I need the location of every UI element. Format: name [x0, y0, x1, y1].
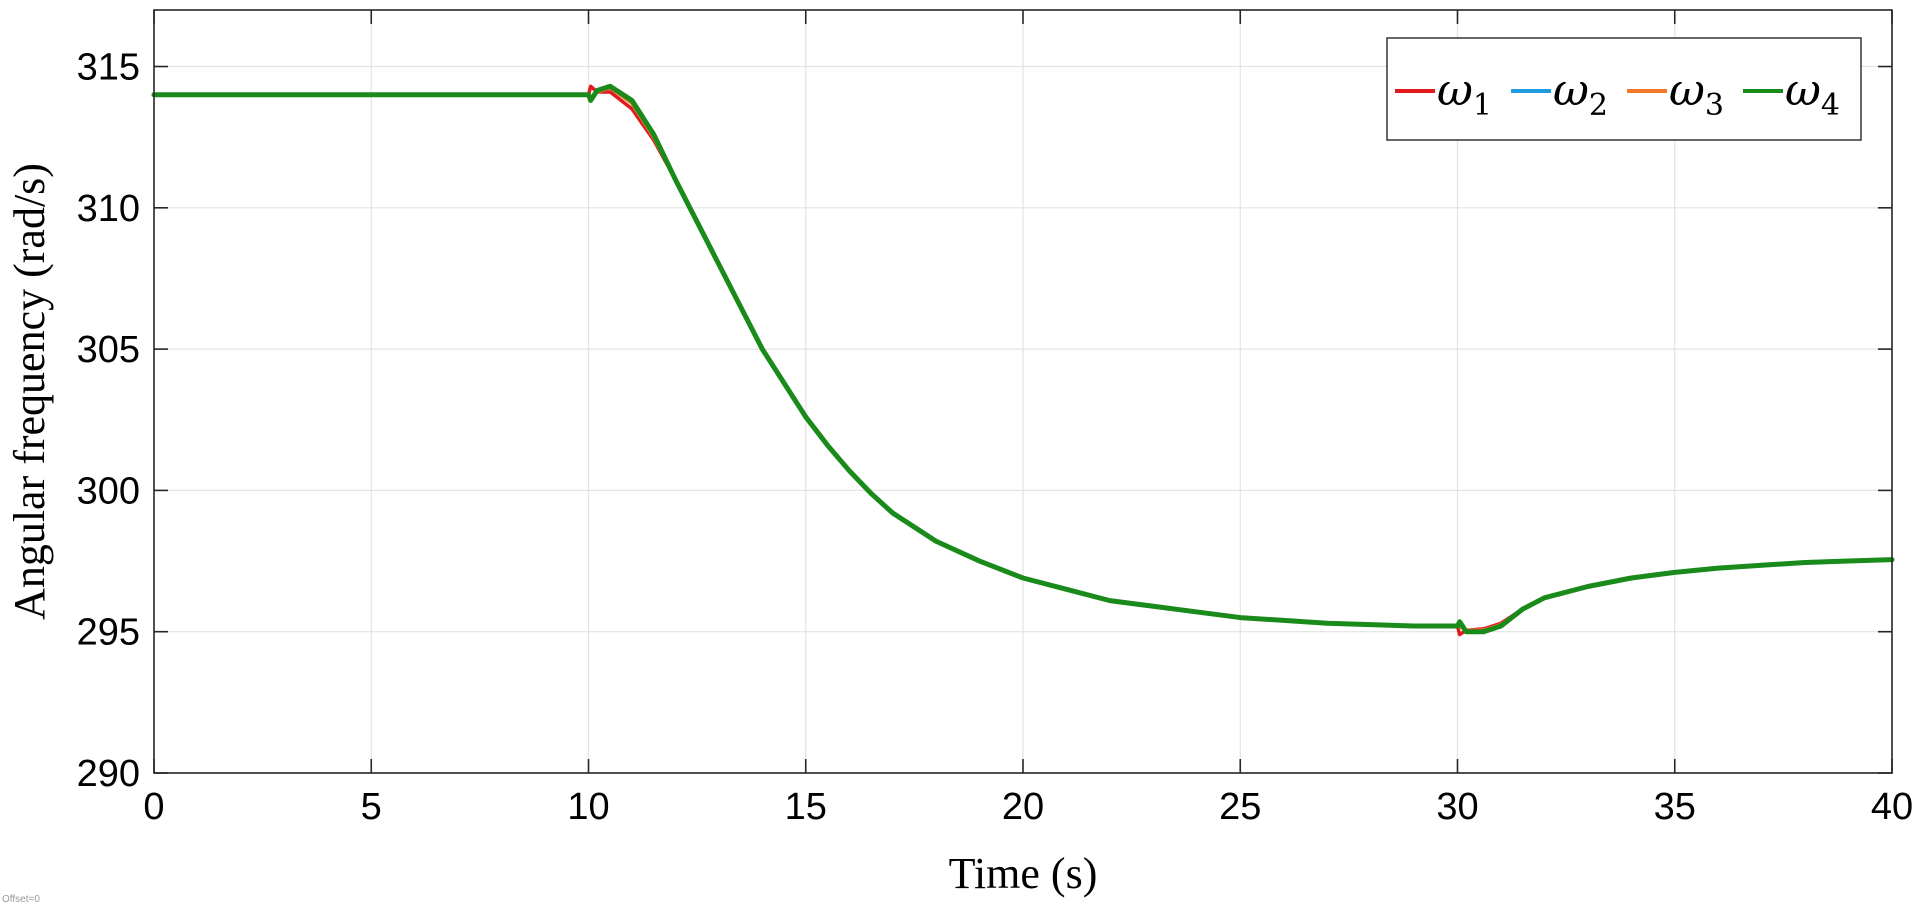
- legend: ω1 ω2 ω3 ω4: [1386, 37, 1862, 141]
- x-tick-label: 30: [1436, 786, 1478, 828]
- x-tick-label: 5: [361, 786, 382, 828]
- legend-label: ω4: [1785, 65, 1840, 123]
- x-tick-label: 20: [1002, 786, 1044, 828]
- y-tick-label: 290: [77, 753, 140, 795]
- series-lines: [151, 83, 1895, 637]
- series-line-4: [151, 83, 1895, 635]
- y-tick-label: 315: [77, 47, 140, 89]
- y-tick-label: 310: [77, 188, 140, 230]
- y-tick-label: 300: [77, 470, 140, 512]
- y-tick-labels: 290 295 300 305 310 315: [77, 47, 140, 795]
- legend-label: ω2: [1553, 65, 1608, 123]
- x-tick-label: 35: [1654, 786, 1696, 828]
- x-tick-label: 25: [1219, 786, 1261, 828]
- x-axis-title: Time (s): [949, 849, 1098, 898]
- legend-label: ω3: [1669, 65, 1724, 123]
- y-tick-label: 305: [77, 329, 140, 371]
- x-tick-labels: 0 5 10 15 20 25 30 35 40: [143, 786, 1913, 828]
- y-axis-title: Angular frequency (rad/s): [5, 163, 54, 620]
- x-tick-label: 15: [785, 786, 827, 828]
- x-tick-label: 40: [1871, 786, 1913, 828]
- legend-label: ω1: [1437, 65, 1492, 123]
- axis-ticks: [153, 10, 1893, 774]
- x-tick-label: 10: [567, 786, 609, 828]
- x-tick-label: 0: [143, 786, 164, 828]
- offset-note: Offset=0: [2, 894, 40, 905]
- y-tick-label: 295: [77, 612, 140, 654]
